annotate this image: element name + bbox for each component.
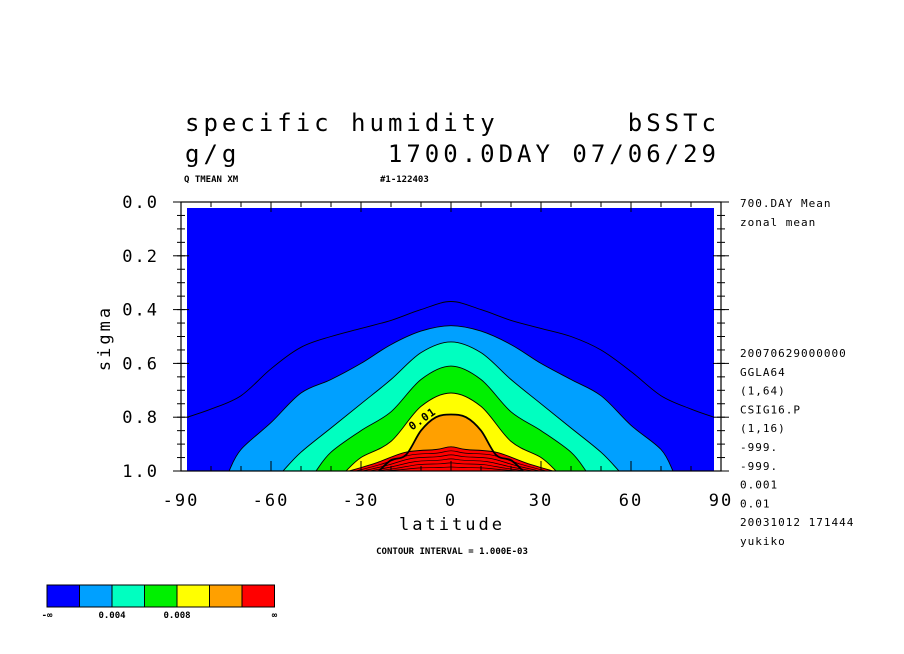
legend-swatch xyxy=(241,584,275,608)
legend-swatch xyxy=(144,584,178,608)
x-tick-label: -60 xyxy=(253,491,290,511)
x-tick-label: 60 xyxy=(619,491,643,511)
side-info-line: CSIG16.P xyxy=(740,403,801,416)
side-info-line: GGLA64 xyxy=(740,366,786,379)
legend-swatch xyxy=(176,584,210,608)
contour-line-inner xyxy=(362,454,540,472)
title-right: bSSTc xyxy=(628,109,720,137)
x-axis-title: latitude xyxy=(399,515,505,535)
axes: -90 -60 -30 0 30 60 90 0.0 0.2 0.4 0.6 0.8 1.0 xyxy=(122,193,733,511)
side-info-line: 0.001 xyxy=(740,479,778,492)
contour-line-0.002 xyxy=(228,325,674,472)
run-id: #1-122403 xyxy=(380,175,429,185)
contour-interval-label: CONTOUR INTERVAL = 1.000E-03 xyxy=(376,547,528,557)
y-axis-title: sigma xyxy=(95,305,115,371)
units-label: g/g xyxy=(185,140,240,168)
contour-line-0.006 xyxy=(315,365,587,472)
legend-swatch xyxy=(46,584,80,608)
side-info-line: (1,16) xyxy=(740,422,786,435)
legend-label: -∞ xyxy=(42,611,53,621)
y-tick-label: 0.0 xyxy=(122,193,159,213)
side-info-line: 700.DAY Mean xyxy=(740,197,831,210)
side-info-top: 700.DAY Mean zonal mean xyxy=(740,197,831,229)
legend-label: 0.004 xyxy=(98,611,126,621)
contour-fills xyxy=(229,325,673,471)
time-info: 1700.0DAY 07/06/29 xyxy=(388,140,720,168)
y-tick-label: 0.4 xyxy=(122,301,159,321)
contour-line-0.008 xyxy=(345,392,557,472)
x-tick-label: -90 xyxy=(163,491,200,511)
y-tick-label: 0.6 xyxy=(122,354,159,374)
contour-lines xyxy=(186,301,715,472)
variable-id: Q TMEAN XM xyxy=(184,175,239,185)
contour-line-0.004 xyxy=(282,341,620,472)
x-tick-label: 90 xyxy=(709,491,733,511)
side-info-line: yukiko xyxy=(740,535,786,548)
contour-line-inner xyxy=(369,458,533,472)
x-tick-label: 30 xyxy=(529,491,553,511)
side-info-line: -999. xyxy=(740,460,778,473)
legend-label: 0.008 xyxy=(163,611,190,621)
legend-swatch xyxy=(209,584,243,608)
side-info-line: 0.01 xyxy=(740,497,771,510)
legend-label: ∞ xyxy=(272,611,278,621)
side-info-line: 20070629000000 xyxy=(740,347,847,360)
side-info-line: -999. xyxy=(740,441,778,454)
side-info-bottom: 20070629000000 GGLA64 (1,64) CSIG16.P (1,16)… xyxy=(740,347,854,548)
y-tick-label: 0.2 xyxy=(122,247,159,267)
title-left: specific humidity xyxy=(185,109,499,137)
side-info-line: (1,64) xyxy=(740,385,786,398)
x-tick-label: -30 xyxy=(343,491,380,511)
contour-plot-area: 0.01 xyxy=(186,208,715,472)
contour-line-0.012 xyxy=(348,446,554,472)
x-tick-label: 0 xyxy=(445,491,457,511)
color-legend: -∞ 0.004 0.008 ∞ xyxy=(42,584,278,621)
y-tick-label: 0.8 xyxy=(122,408,159,428)
y-tick-label: 1.0 xyxy=(122,462,159,482)
side-info-line: zonal mean xyxy=(740,216,816,229)
contour-line-inner xyxy=(355,450,547,472)
legend-swatch xyxy=(111,584,145,608)
legend-swatch xyxy=(79,584,113,608)
side-info-line: 20031012 171444 xyxy=(740,516,854,529)
contour-line-0.001 xyxy=(186,301,715,418)
